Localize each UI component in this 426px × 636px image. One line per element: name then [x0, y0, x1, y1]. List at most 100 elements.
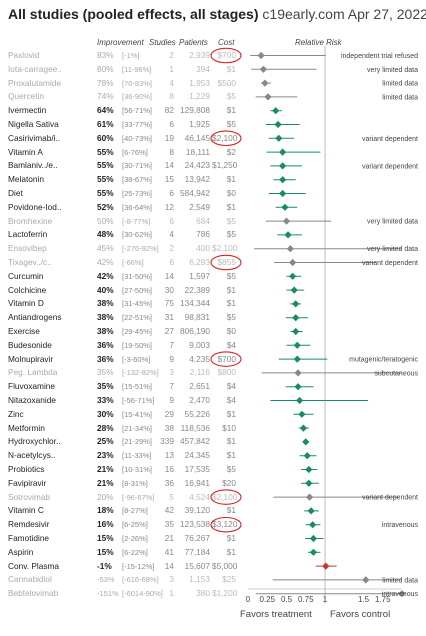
confidence-interval: [6-25%]	[122, 520, 148, 530]
cost-value: $855	[217, 257, 236, 267]
treatment-name: Exercise	[8, 326, 40, 336]
studies-count: 21	[164, 533, 174, 543]
improvement-value: 61%	[97, 119, 114, 129]
treatment-name: Ivermectin	[8, 105, 47, 116]
improvement-value: 38%	[97, 298, 114, 309]
patients-count: 98,831	[184, 312, 210, 323]
studies-count: 1	[169, 63, 174, 74]
x-tick-label: 0.75	[298, 595, 314, 604]
cost-value: $0	[226, 188, 236, 198]
treatment-name: Budesonide	[8, 339, 52, 350]
patients-count: 9,003	[189, 339, 210, 350]
confidence-interval: [31-50%]	[122, 271, 153, 281]
table-row: Tixagev../c.. 42% [-66%] 6 6,293 $855	[0, 257, 426, 268]
studies-count: 75	[164, 298, 174, 309]
improvement-value: 38%	[97, 312, 114, 323]
effect-diamond	[289, 272, 297, 280]
confidence-interval: [29-45%]	[122, 327, 153, 336]
table-row: Curcumin 42% [31-50%] 14 1,597 $5	[0, 271, 426, 282]
improvement-value: 60%	[97, 132, 114, 143]
row-note: variant dependent	[362, 260, 418, 267]
xlabel-favors-treatment: Favors treatment	[240, 609, 312, 620]
patients-count: 1,153	[189, 574, 210, 585]
table-row: Aspirin 15% [6-22%] 41 77,184 $1	[0, 547, 426, 558]
row-note: limited data	[382, 577, 418, 584]
confidence-interval: [15-51%]	[122, 382, 153, 392]
confidence-interval: [-616-68%]	[122, 575, 159, 585]
cost-value: $5	[226, 91, 236, 102]
confidence-interval: [36-64%]	[122, 202, 153, 212]
table-row: Antiandrogens 38% [22-51%] 31 98,831 $5	[0, 312, 426, 323]
improvement-value: 23%	[97, 450, 114, 461]
improvement-value: -151%	[97, 589, 119, 599]
studies-count: 15	[164, 174, 174, 185]
cost-value: $0	[226, 326, 236, 336]
effect-diamond	[282, 217, 291, 225]
patients-count: 4,235	[189, 353, 210, 364]
row-note: very limited data	[367, 246, 418, 253]
x-tick-label: 1.75	[375, 595, 391, 604]
treatment-name: Quercetin	[8, 91, 44, 102]
treatment-name: Melatonin	[8, 174, 44, 185]
confidence-interval: [25-73%]	[122, 189, 153, 198]
table-row: Fluvoxamine 35% [15-51%] 7 2,651 $4	[0, 381, 426, 392]
cost-value: $1	[226, 546, 236, 557]
studies-count: 9	[169, 353, 174, 364]
patients-count: 2,470	[189, 395, 210, 405]
table-row: Nigella Sativa 61% [33-77%] 6 1,925 $5	[0, 119, 426, 130]
patients-count: 2,549	[189, 201, 210, 212]
confidence-interval: [36-90%]	[122, 92, 153, 102]
patients-count: 134,344	[180, 298, 210, 309]
table-row: Vitamin A 55% [6-76%] 8 18,111 $2	[0, 147, 426, 158]
treatment-name: Favipiravir	[8, 477, 47, 488]
treatment-name: Metformin	[8, 422, 45, 433]
col-header-studies: Studies	[149, 38, 176, 47]
treatment-name: Bromhexine	[8, 215, 53, 226]
patients-count: 24,345	[184, 450, 210, 461]
treatment-name: Famotidine	[8, 533, 50, 543]
patients-count: 380	[196, 588, 210, 599]
effect-diamond	[292, 327, 300, 336]
cost-value: $2,100	[212, 132, 238, 143]
patients-count: 1,953	[189, 77, 210, 88]
studies-count: 12	[164, 201, 174, 212]
effect-diamond	[274, 120, 282, 129]
table-row: Metformin 28% [21-34%] 38 118,536 $10	[0, 423, 426, 434]
treatment-name: Nitazoxanide	[8, 395, 56, 405]
effect-diamond	[272, 107, 280, 115]
table-row: Diet 55% [25-73%] 6 584,942 $0	[0, 188, 426, 199]
improvement-value: 28%	[97, 422, 114, 433]
confidence-interval: [-8-77%]	[122, 216, 151, 226]
improvement-value: 15%	[97, 533, 114, 543]
table-row: Ensovibep 45% [-276-92%] 2 400 $2,100	[0, 243, 426, 254]
cost-value: $1	[226, 298, 236, 309]
effect-diamond	[290, 286, 298, 294]
row-note: intravenous	[382, 522, 419, 529]
studies-count: 5	[169, 491, 174, 502]
confidence-interval: [-132-82%]	[122, 368, 159, 378]
confidence-interval: [-15-12%]	[122, 561, 155, 571]
patients-count: 46,145	[184, 132, 210, 143]
patients-count: 584,942	[180, 188, 210, 198]
improvement-value: 20%	[97, 491, 114, 502]
table-row: Vitamin C 18% [8-27%] 42 39,120 $1	[0, 505, 426, 516]
table-row: Hydroxychlor.. 25% [21-29%] 339 457,842 $1	[0, 436, 426, 447]
cost-highlight-circle	[210, 130, 242, 147]
treatment-name: Remdesivir	[8, 519, 50, 530]
effect-diamond	[294, 369, 302, 377]
studies-count: 7	[169, 339, 174, 350]
improvement-value: 42%	[97, 257, 114, 267]
patients-count: 6,293	[189, 257, 210, 267]
col-header-relative-risk: Relative Risk	[295, 38, 342, 47]
treatment-name: Vitamin A	[8, 146, 43, 157]
improvement-value: 38%	[97, 326, 114, 336]
effect-diamond	[279, 162, 287, 170]
studies-count: 29	[164, 408, 174, 419]
improvement-value: 15%	[97, 546, 114, 557]
improvement-value: 21%	[97, 464, 114, 474]
patients-count: 118,536	[180, 422, 210, 433]
patients-count: 1,597	[189, 270, 210, 281]
table-row: Bromhexine 50% [-8-77%] 6 684 $5	[0, 216, 426, 227]
patients-count: 400	[196, 243, 210, 254]
